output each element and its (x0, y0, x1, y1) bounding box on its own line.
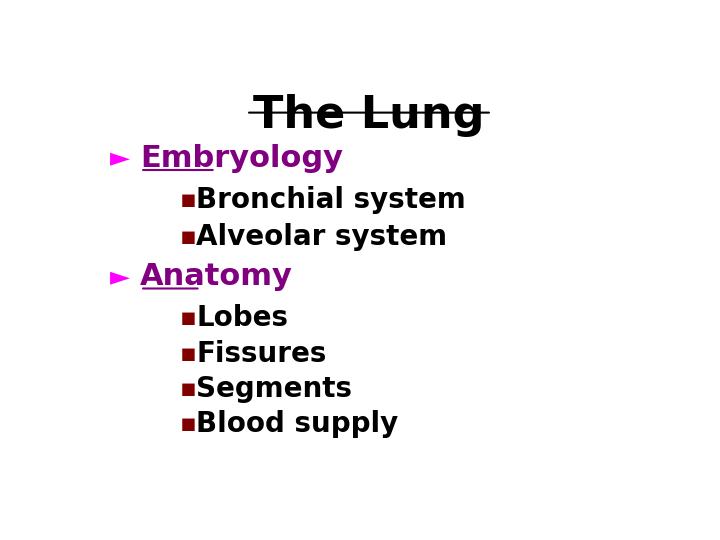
Text: Bronchial system: Bronchial system (196, 186, 466, 214)
Text: Segments: Segments (196, 375, 352, 403)
Text: Alveolar system: Alveolar system (196, 224, 447, 251)
Text: ►: ► (109, 264, 130, 290)
Text: ►: ► (109, 145, 130, 171)
Text: Anatomy: Anatomy (140, 262, 293, 292)
Text: Fissures: Fissures (196, 340, 326, 368)
Text: ▪: ▪ (179, 377, 197, 401)
Text: ▪: ▪ (179, 413, 197, 436)
Text: Lobes: Lobes (196, 305, 288, 333)
Text: Blood supply: Blood supply (196, 410, 398, 438)
Text: ▪: ▪ (179, 225, 197, 249)
Text: Embryology: Embryology (140, 144, 343, 173)
Text: ▪: ▪ (179, 188, 197, 212)
Text: ▪: ▪ (179, 342, 197, 366)
Text: The Lung: The Lung (253, 94, 485, 137)
Text: ▪: ▪ (179, 306, 197, 330)
